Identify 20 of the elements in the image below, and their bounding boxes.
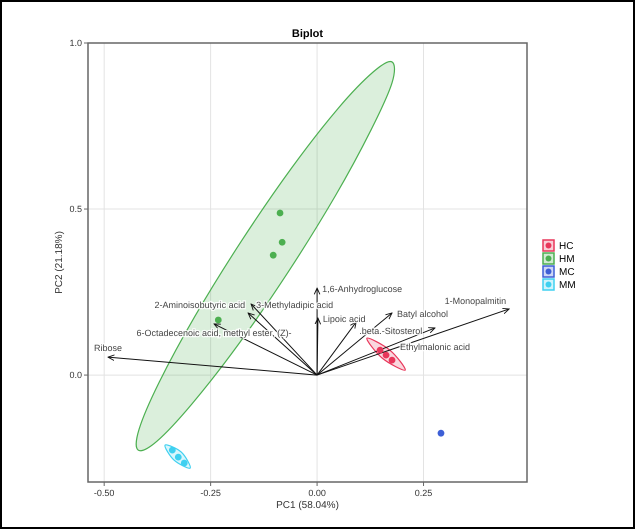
legend-label: HC bbox=[559, 241, 574, 252]
legend-label: HM bbox=[559, 254, 575, 265]
series-label: Batyl alcohol bbox=[397, 308, 448, 319]
series-label: Lipoic acid bbox=[322, 314, 366, 324]
y-tick-label: 0.0 bbox=[69, 370, 82, 380]
y-tick-label: 0.5 bbox=[69, 204, 82, 214]
series-label: Ethylmalonic acid bbox=[400, 342, 470, 352]
y-tick-label: 1.0 bbox=[69, 38, 82, 48]
legend-label: MM bbox=[559, 280, 576, 291]
x-tick-label: 0.00 bbox=[308, 488, 326, 498]
x-axis-title: PC1 (58.04%) bbox=[276, 500, 339, 511]
legend-label: MC bbox=[559, 267, 575, 278]
series-label: 1-Monopalmitin bbox=[444, 296, 506, 306]
series-label: Ribose bbox=[94, 343, 122, 354]
x-tick-label: 0.25 bbox=[414, 488, 432, 498]
x-tick-label: -0.50 bbox=[94, 488, 114, 498]
y-axis-title: PC2 (21.18%) bbox=[54, 231, 65, 294]
series-label: 1,6-Anhydroglucose bbox=[322, 284, 402, 294]
x-tick-label: -0.25 bbox=[200, 488, 221, 498]
chart-title: Biplot bbox=[292, 28, 324, 40]
